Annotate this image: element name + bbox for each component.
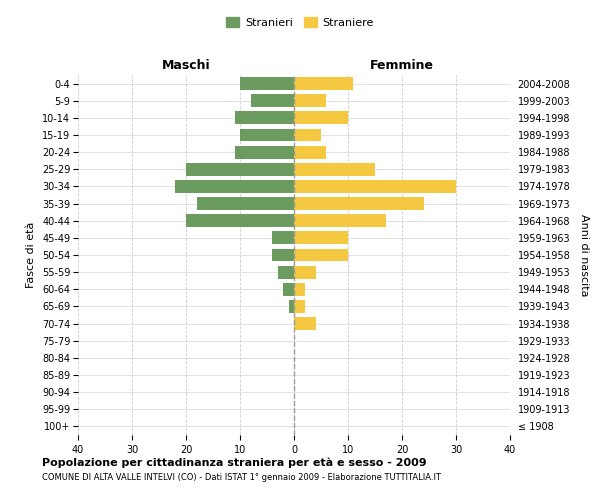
Bar	[289, 300, 294, 313]
Bar	[283, 283, 294, 296]
Bar	[294, 232, 348, 244]
Legend: Stranieri, Straniere: Stranieri, Straniere	[221, 13, 379, 32]
Bar	[278, 266, 294, 278]
Bar	[294, 300, 305, 313]
Text: COMUNE DI ALTA VALLE INTELVI (CO) - Dati ISTAT 1° gennaio 2009 - Elaborazione TU: COMUNE DI ALTA VALLE INTELVI (CO) - Dati…	[42, 472, 441, 482]
Text: Popolazione per cittadinanza straniera per età e sesso - 2009: Popolazione per cittadinanza straniera p…	[42, 458, 427, 468]
Text: Maschi: Maschi	[161, 58, 211, 71]
Bar	[240, 128, 294, 141]
Bar	[294, 283, 305, 296]
Bar	[294, 112, 348, 124]
Bar	[294, 317, 316, 330]
Bar	[251, 94, 294, 107]
Bar	[294, 266, 316, 278]
Text: Femmine: Femmine	[370, 58, 434, 71]
Bar	[235, 146, 294, 158]
Bar	[197, 197, 294, 210]
Bar	[175, 180, 294, 193]
Y-axis label: Anni di nascita: Anni di nascita	[579, 214, 589, 296]
Bar	[294, 248, 348, 262]
Bar	[240, 77, 294, 90]
Bar	[294, 94, 326, 107]
Bar	[186, 163, 294, 175]
Bar	[186, 214, 294, 227]
Bar	[294, 146, 326, 158]
Y-axis label: Fasce di età: Fasce di età	[26, 222, 37, 288]
Bar	[294, 180, 456, 193]
Bar	[294, 214, 386, 227]
Bar	[294, 197, 424, 210]
Bar	[272, 232, 294, 244]
Bar	[272, 248, 294, 262]
Bar	[294, 77, 353, 90]
Bar	[294, 128, 321, 141]
Bar	[235, 112, 294, 124]
Bar	[294, 163, 375, 175]
